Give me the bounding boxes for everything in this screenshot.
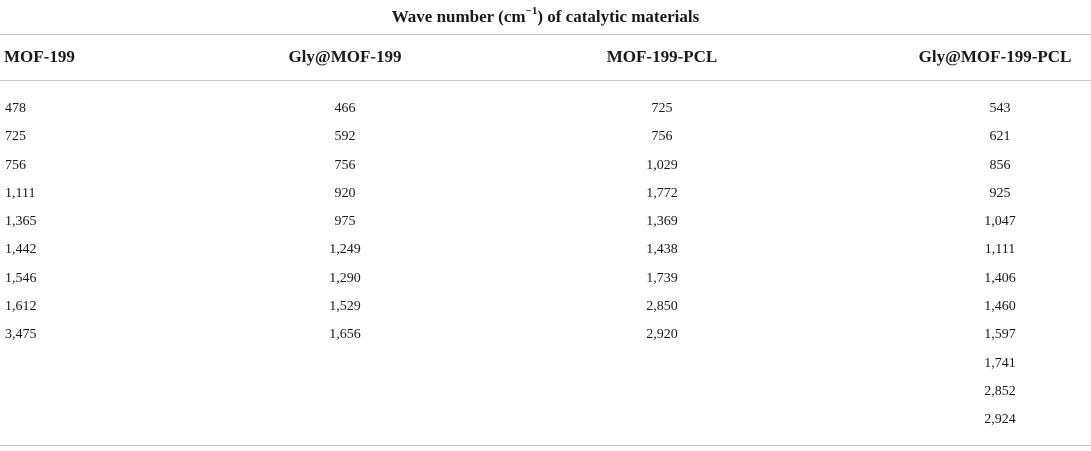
table-cell: 1,290 [329, 270, 361, 286]
table-cell: 1,047 [984, 214, 1016, 230]
table-cell: 1,656 [329, 327, 361, 343]
table-cell: 725 [5, 129, 26, 145]
table-cell: 1,612 [5, 299, 37, 315]
table-cell: 756 [651, 129, 673, 145]
title-rest: ) of catalytic materials [537, 7, 700, 26]
column-header-mof-199: MOF-199 [4, 47, 75, 66]
table-cell: 1,741 [984, 355, 1016, 371]
table-cell: 621 [989, 129, 1011, 145]
table-cell: 1,111 [5, 185, 36, 201]
bottom-rule [0, 445, 1091, 446]
column-header-gly-mof-199-pcl: Gly@MOF-199-PCL [918, 47, 1072, 66]
table-cell: 1,546 [5, 270, 37, 286]
table-cell: 1,442 [5, 242, 37, 258]
column-mof-199-pcl: 725 756 1,029 1,772 1,369 1,438 1,739 2,850 2,92… [617, 95, 707, 350]
table-cell: 2,920 [646, 327, 678, 343]
table-cell: 3,475 [5, 327, 37, 343]
table-cell: 725 [651, 101, 673, 116]
table-cell: 1,529 [329, 299, 361, 315]
header-rule [0, 80, 1091, 81]
table-cell: 920 [334, 185, 356, 201]
table-cell: 1,597 [984, 327, 1016, 343]
column-gly-mof-199-pcl: 543 621 856 925 1,047 1,111 1,406 1,460 1,597 1,7… [955, 95, 1045, 435]
table-cell: 2,850 [646, 299, 678, 315]
table-cell: 1,111 [984, 242, 1016, 258]
table-cell: 2,852 [984, 383, 1016, 399]
title-superscript: −1 [525, 5, 538, 18]
table-cell: 925 [989, 185, 1011, 201]
table-cell: 756 [334, 157, 356, 173]
table-cell: 2,924 [984, 412, 1016, 428]
table-cell: 1,249 [329, 242, 361, 258]
table-cell: 1,438 [646, 242, 678, 258]
table-cell: 478 [5, 101, 26, 116]
title-main: Wave number (cm [391, 7, 526, 26]
column-header-mof-199-pcl: MOF-199-PCL [606, 47, 718, 66]
table-cell: 1,739 [646, 270, 678, 286]
table-cell: 466 [334, 101, 356, 116]
table-cell: 1,772 [646, 185, 678, 201]
table-cell: 543 [989, 101, 1011, 116]
table-cell: 592 [334, 129, 356, 145]
table-cell: 1,369 [646, 214, 678, 230]
top-rule [0, 34, 1091, 35]
table-cell: 1,460 [984, 299, 1016, 315]
table-title: Wave number (cm−1) of catalytic material… [0, 6, 1091, 28]
table-cell: 1,029 [646, 157, 678, 173]
table-cell: 756 [5, 157, 26, 173]
column-mof-199: 478 725 756 1,111 1,365 1,442 1,546 1,612 3,475 [5, 95, 85, 350]
column-header-gly-mof-199: Gly@MOF-199 [288, 47, 402, 66]
table-cell: 856 [989, 157, 1011, 173]
table-cell: 1,406 [984, 270, 1016, 286]
table-cell: 975 [334, 214, 356, 230]
table-cell: 1,365 [5, 214, 37, 230]
column-gly-mof-199: 466 592 756 920 975 1,249 1,290 1,529 1,656 [300, 95, 390, 350]
